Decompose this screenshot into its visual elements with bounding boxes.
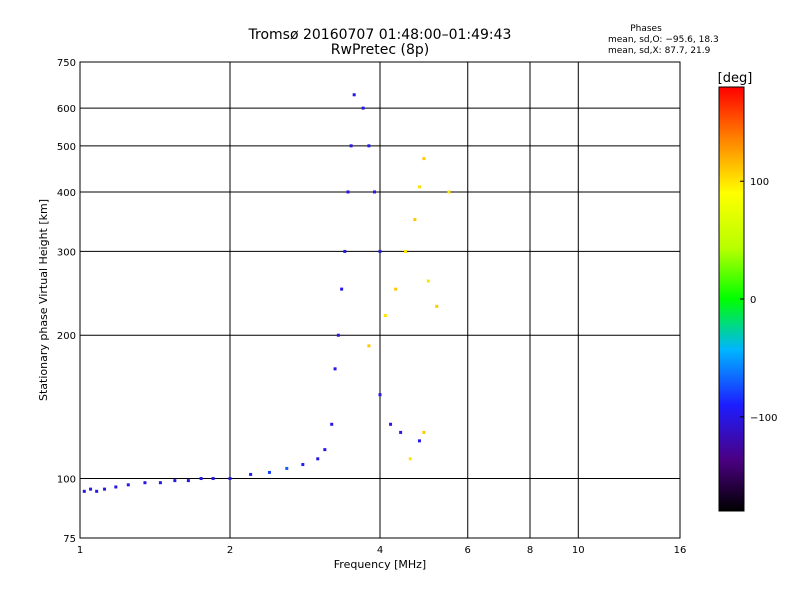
data-point bbox=[340, 287, 344, 291]
data-point bbox=[413, 218, 417, 222]
data-point bbox=[349, 144, 353, 148]
data-point bbox=[378, 249, 382, 253]
data-point bbox=[426, 279, 430, 283]
data-point bbox=[435, 304, 439, 308]
data-point bbox=[143, 481, 147, 485]
colorbar-label: [deg] bbox=[718, 71, 753, 86]
data-point bbox=[447, 190, 451, 194]
x-tick-label: 1 bbox=[77, 545, 83, 556]
colorbar-ticks: 100 0 −100 bbox=[740, 177, 777, 424]
y-tick-label: 500 bbox=[57, 142, 76, 153]
data-point bbox=[383, 314, 387, 318]
colorbar-tick-label: 100 bbox=[750, 177, 769, 188]
data-point bbox=[367, 344, 371, 348]
data-point bbox=[316, 457, 320, 461]
data-point bbox=[333, 367, 337, 371]
phases-o-stats: mean, sd,O: −95.6, 18.3 bbox=[608, 35, 719, 45]
data-point bbox=[394, 287, 398, 291]
data-point bbox=[343, 249, 347, 253]
data-point bbox=[267, 470, 271, 474]
data-point bbox=[336, 333, 340, 337]
data-point bbox=[417, 439, 421, 443]
data-point bbox=[249, 472, 253, 476]
y-tick-label: 400 bbox=[57, 188, 76, 199]
data-point bbox=[361, 106, 365, 110]
y-tick-label: 75 bbox=[63, 534, 76, 545]
data-point bbox=[285, 466, 289, 470]
data-point bbox=[389, 422, 393, 426]
data-point bbox=[346, 190, 350, 194]
y-tick-label: 750 bbox=[57, 58, 76, 69]
data-point bbox=[186, 479, 190, 483]
y-tick-label: 600 bbox=[57, 104, 76, 115]
y-tick-label: 100 bbox=[57, 475, 76, 486]
phases-heading: Phases bbox=[630, 24, 662, 34]
data-point bbox=[373, 190, 377, 194]
axis-ticks: 1 2 4 6 8 10 16 75 100 200 300 400 500 600 750 bbox=[57, 58, 686, 556]
phases-x-stats: mean, sd,X: 87.7, 21.9 bbox=[608, 46, 711, 56]
colorbar-tick-label: −100 bbox=[750, 413, 777, 424]
x-tick-label: 6 bbox=[465, 545, 471, 556]
chart-subtitle: RwPretec (8p) bbox=[331, 42, 429, 58]
data-point bbox=[199, 477, 203, 481]
grid-lines bbox=[80, 62, 680, 538]
data-point bbox=[422, 430, 426, 434]
data-point bbox=[301, 463, 305, 467]
data-points bbox=[82, 93, 451, 493]
data-point bbox=[367, 144, 371, 148]
data-point bbox=[95, 489, 99, 493]
data-point bbox=[158, 481, 162, 485]
data-point bbox=[403, 249, 407, 253]
data-point bbox=[417, 185, 421, 189]
data-point bbox=[408, 457, 412, 461]
colorbar bbox=[718, 86, 745, 512]
data-point bbox=[399, 430, 403, 434]
data-point bbox=[422, 157, 426, 161]
data-point bbox=[82, 489, 86, 493]
y-axis-label: Stationary phase Virtual Height [km] bbox=[37, 199, 50, 401]
colorbar-tick-label: 0 bbox=[750, 295, 756, 306]
data-point bbox=[173, 479, 177, 483]
y-tick-label: 200 bbox=[57, 331, 76, 342]
data-point bbox=[228, 477, 232, 481]
x-tick-label: 10 bbox=[572, 545, 585, 556]
x-tick-label: 4 bbox=[377, 545, 383, 556]
data-point bbox=[114, 485, 118, 489]
data-point bbox=[330, 422, 334, 426]
x-axis-label: Frequency [MHz] bbox=[334, 558, 426, 571]
data-point bbox=[103, 487, 107, 491]
data-point bbox=[352, 93, 356, 97]
y-tick-label: 300 bbox=[57, 247, 76, 258]
x-tick-label: 16 bbox=[674, 545, 687, 556]
data-point bbox=[378, 393, 382, 397]
x-tick-label: 8 bbox=[527, 545, 533, 556]
x-tick-label: 2 bbox=[227, 545, 233, 556]
chart-title: Tromsø 20160707 01:48:00–01:49:43 bbox=[248, 27, 512, 43]
data-point bbox=[89, 487, 93, 491]
data-point bbox=[211, 477, 215, 481]
data-point bbox=[126, 483, 130, 487]
data-point bbox=[323, 448, 327, 452]
